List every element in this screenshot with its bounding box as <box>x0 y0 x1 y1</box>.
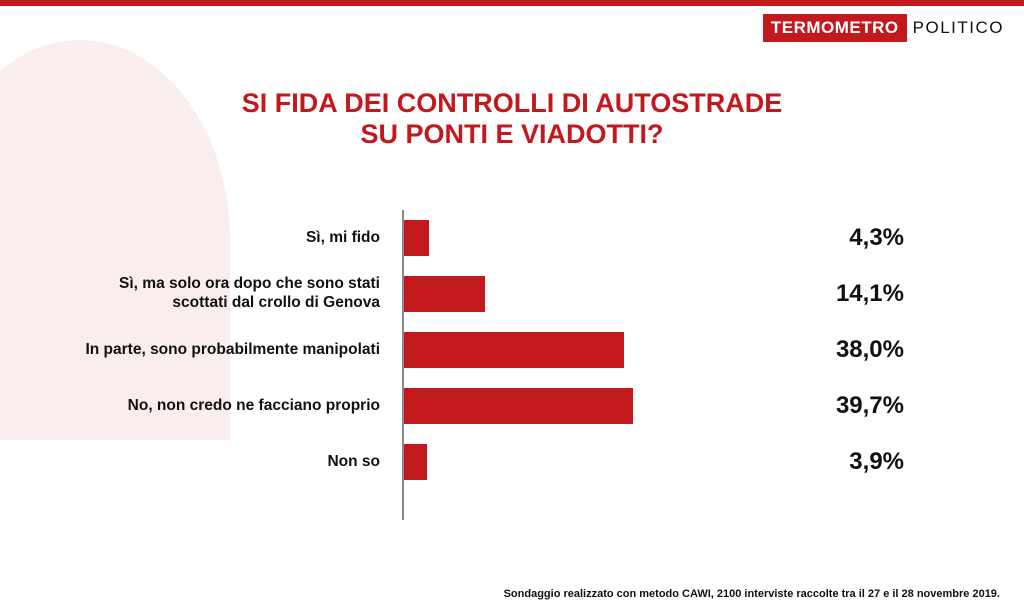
bar <box>404 276 485 312</box>
row-label: In parte, sono probabilmente manipolati <box>60 341 390 360</box>
chart-row: Sì, mi fido 4,3% <box>60 210 964 266</box>
row-label: Sì, mi fido <box>60 229 390 248</box>
row-label: Sì, ma solo ora dopo che sono stati scot… <box>60 275 390 312</box>
logo-left: TERMOMETRO <box>763 14 907 42</box>
logo-right: POLITICO <box>907 14 1010 42</box>
row-value: 14,1% <box>836 280 904 308</box>
chart-row: In parte, sono probabilmente manipolati 3… <box>60 322 964 378</box>
bar <box>404 220 429 256</box>
top-accent-bar <box>0 0 1024 6</box>
row-label: No, non credo ne facciano proprio <box>60 397 390 416</box>
survey-footnote: Sondaggio realizzato con metodo CAWI, 21… <box>504 588 1000 600</box>
row-value: 4,3% <box>849 224 904 252</box>
bar <box>404 332 624 368</box>
chart-row: No, non credo ne facciano proprio 39,7% <box>60 378 964 434</box>
row-value: 39,7% <box>836 392 904 420</box>
bar <box>404 444 427 480</box>
bar-chart: Sì, mi fido 4,3% Sì, ma solo ora dopo che … <box>60 210 964 510</box>
row-value: 38,0% <box>836 336 904 364</box>
row-value: 3,9% <box>849 448 904 476</box>
bar <box>404 388 633 424</box>
chart-title: SI FIDA DEI CONTROLLI DI AUTOSTRADE SU P… <box>0 88 1024 150</box>
row-label: Non so <box>60 453 390 472</box>
chart-row: Sì, ma solo ora dopo che sono stati scot… <box>60 266 964 322</box>
chart-row: Non so 3,9% <box>60 434 964 490</box>
brand-logo: TERMOMETRO POLITICO <box>763 14 1010 42</box>
